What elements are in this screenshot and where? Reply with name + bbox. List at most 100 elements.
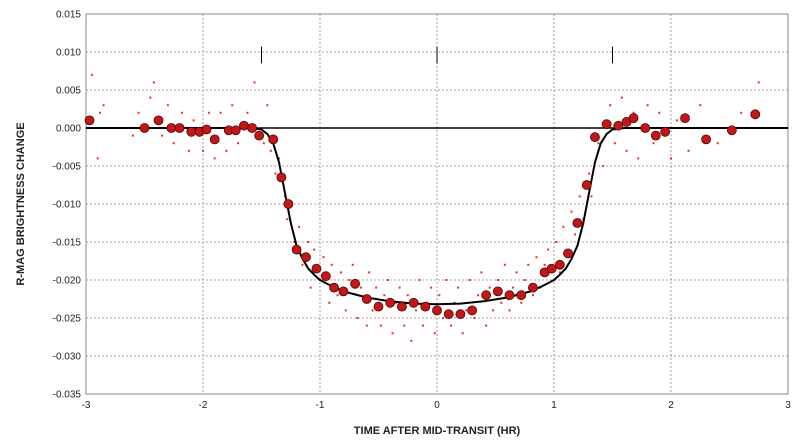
raw-point [348, 279, 351, 281]
binned-point [276, 172, 287, 183]
raw-point [307, 241, 310, 243]
binned-point [283, 199, 294, 209]
binned-point [350, 278, 361, 289]
raw-point [313, 248, 316, 251]
binned-point [84, 115, 95, 126]
raw-point [547, 248, 550, 251]
raw-point [496, 279, 499, 281]
raw-point [465, 309, 468, 312]
raw-point [365, 324, 368, 327]
binned-point [254, 130, 265, 141]
raw-point [430, 286, 433, 289]
raw-point [588, 172, 591, 175]
raw-point [418, 279, 421, 281]
raw-point [652, 142, 655, 145]
binned-point [492, 286, 503, 297]
raw-point [473, 317, 476, 319]
binned-point [230, 125, 241, 136]
raw-point [336, 294, 339, 297]
binned-point [432, 305, 442, 316]
y-tick-label: -0.020 [53, 276, 82, 287]
contact-markers [261, 46, 613, 64]
raw-point [96, 157, 99, 160]
raw-point [632, 111, 635, 114]
binned-point [268, 134, 279, 145]
binned-point [301, 252, 311, 263]
raw-point [421, 324, 424, 327]
raw-point [322, 256, 325, 259]
raw-point [371, 309, 374, 312]
raw-point [383, 294, 386, 297]
raw-point [512, 286, 515, 289]
raw-point [613, 142, 616, 145]
binned-point [516, 290, 527, 301]
raw-point [757, 81, 760, 84]
raw-point [172, 142, 175, 145]
binned-point [650, 130, 661, 141]
raw-point [149, 96, 152, 99]
x-tick-label: 3 [785, 400, 791, 411]
raw-point [527, 263, 530, 266]
y-tick-label: -0.010 [53, 200, 82, 211]
raw-point [379, 324, 382, 327]
raw-point [597, 142, 600, 145]
raw-point [574, 233, 577, 236]
raw-point [386, 279, 389, 281]
binned-point [528, 282, 538, 293]
raw-point [368, 271, 371, 274]
raw-point [328, 301, 331, 304]
raw-point [535, 256, 538, 259]
y-axis-title: R-MAG BRIGHTNESS CHANGE [15, 122, 27, 285]
y-tick-label: -0.030 [53, 352, 82, 363]
binned-points [84, 109, 761, 320]
raw-point [670, 157, 672, 160]
binned-point [420, 301, 431, 312]
raw-point [187, 149, 190, 152]
raw-point [468, 279, 471, 281]
x-tick-label: 1 [551, 400, 557, 411]
raw-point [602, 165, 605, 167]
raw-point [269, 149, 272, 152]
raw-point [301, 263, 304, 266]
raw-point [375, 286, 378, 289]
raw-point [699, 104, 702, 107]
y-tick-label: 0.005 [56, 86, 81, 97]
raw-point [508, 309, 511, 312]
raw-point [225, 149, 228, 152]
binned-point [320, 271, 331, 282]
raw-point [590, 195, 593, 198]
x-tick-label: 0 [434, 400, 440, 411]
binned-point [443, 309, 454, 320]
raw-point [410, 339, 413, 342]
raw-point [340, 271, 343, 274]
binned-point [291, 244, 302, 255]
raw-point [637, 157, 640, 160]
binned-point [166, 123, 177, 133]
raw-point [237, 142, 240, 145]
binned-point [311, 263, 322, 274]
x-tick-label: 2 [668, 400, 674, 411]
y-tick-label: 0.015 [56, 10, 81, 21]
raw-point [131, 134, 134, 137]
binned-point [701, 134, 711, 145]
binned-point [139, 123, 150, 133]
binned-point [481, 290, 492, 301]
binned-point [174, 123, 185, 133]
raw-point [253, 81, 256, 84]
binned-point [239, 120, 249, 131]
raw-point [558, 271, 561, 274]
raw-point [620, 96, 623, 99]
raw-point [485, 324, 488, 327]
raw-point [414, 309, 417, 312]
raw-point [266, 104, 269, 107]
raw-point [503, 263, 506, 266]
raw-point [293, 241, 296, 243]
binned-point [373, 301, 384, 312]
raw-point [391, 332, 394, 335]
binned-point [581, 180, 592, 190]
y-tick-label: -0.035 [53, 390, 82, 401]
binned-point [640, 123, 651, 133]
raw-point [578, 195, 581, 198]
binned-point [153, 115, 164, 126]
raw-point [457, 286, 460, 289]
